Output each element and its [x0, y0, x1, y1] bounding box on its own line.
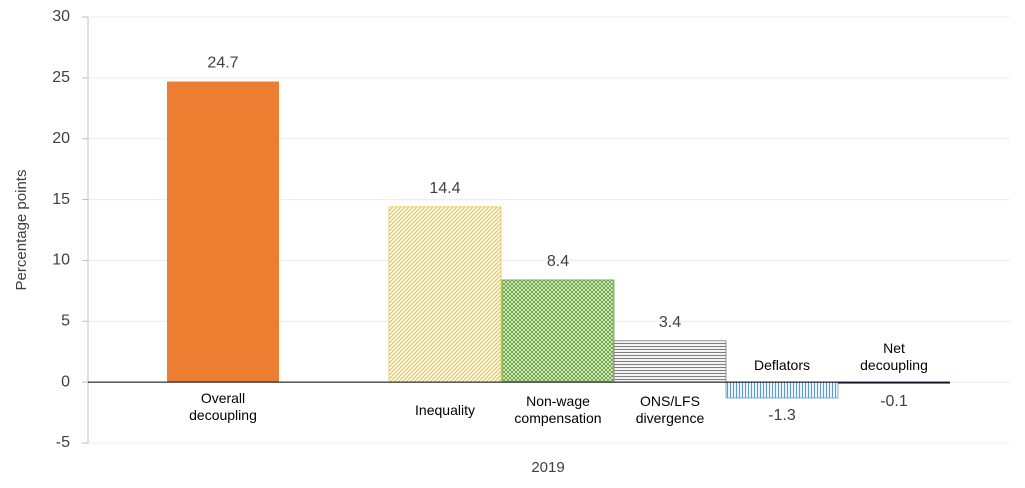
x-axis-label: 2019: [531, 459, 564, 476]
category-label-box: Non-wage compensation: [514, 393, 602, 427]
value-label: 8.4: [547, 253, 569, 270]
y-tick-label: 10: [52, 252, 70, 269]
value-label: 3.4: [659, 314, 681, 331]
category-label-box: Overall decoupling: [189, 390, 257, 424]
y-tick-label: -5: [56, 434, 70, 451]
bar: [838, 382, 950, 384]
y-tick-label: 20: [52, 130, 70, 147]
bar: [725, 381, 839, 399]
y-tick-label: 5: [61, 313, 70, 330]
y-tick-label: 30: [52, 8, 70, 25]
category-label-box: ONS/LFS divergence: [635, 393, 705, 427]
y-axis-label: Percentage points: [13, 170, 30, 291]
category-label-box: Inequality: [415, 401, 475, 418]
category-label-box: Deflators: [753, 357, 811, 374]
value-label: 14.4: [429, 180, 460, 197]
category-label: Overall decoupling: [189, 390, 257, 424]
category-label: Deflators: [753, 357, 811, 374]
value-label: -1.3: [768, 407, 796, 424]
category-label: Net decoupling: [860, 340, 928, 374]
value-label: -0.1: [880, 393, 908, 410]
bar: [613, 340, 727, 383]
y-tick-label: 25: [52, 69, 70, 86]
category-label-box: Net decoupling: [860, 340, 928, 374]
value-label: 24.7: [207, 55, 238, 72]
category-label: ONS/LFS divergence: [635, 393, 705, 427]
category-label: Non-wage compensation: [514, 393, 602, 427]
y-tick-label: 15: [52, 191, 70, 208]
bar: [167, 81, 279, 383]
bar: [388, 206, 502, 383]
y-tick-label: 0: [61, 373, 70, 390]
bar: [501, 279, 615, 383]
category-label: Inequality: [415, 401, 475, 418]
